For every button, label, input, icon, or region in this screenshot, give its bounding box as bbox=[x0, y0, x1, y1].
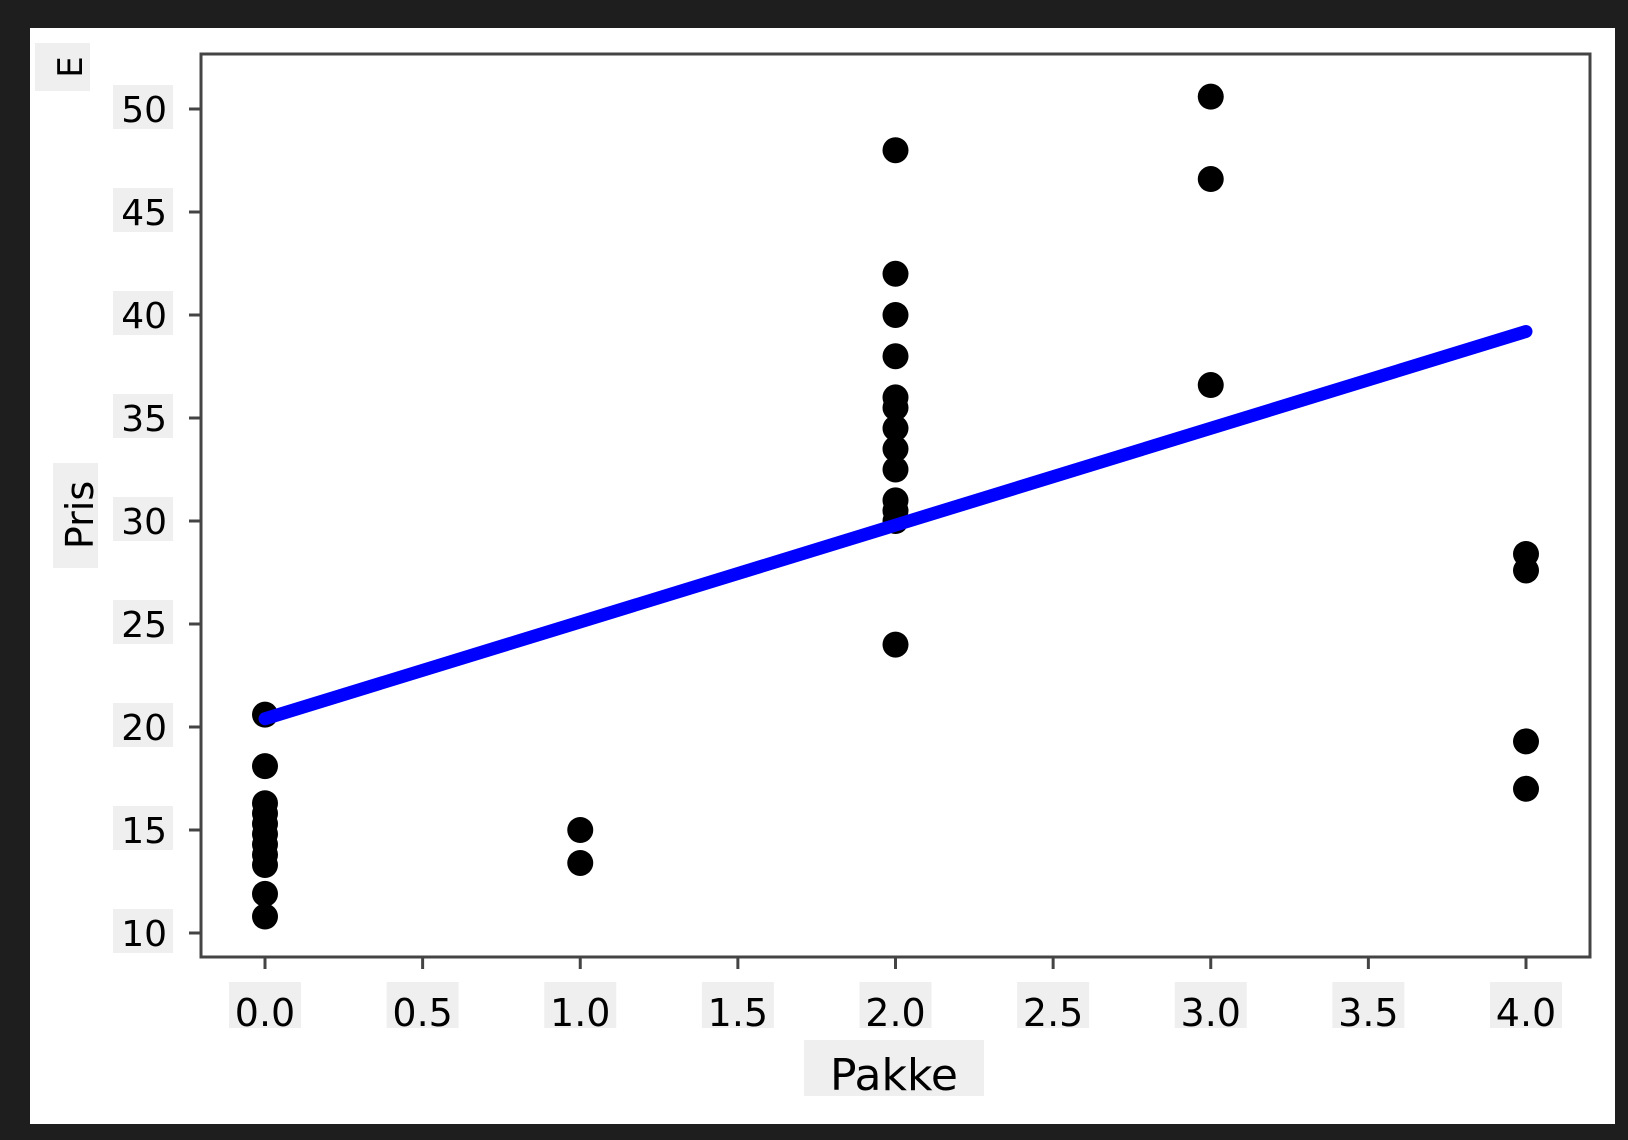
y-tick-label-bg bbox=[113, 497, 173, 541]
data-point bbox=[252, 880, 278, 907]
data-point bbox=[1197, 166, 1224, 193]
data-point bbox=[882, 137, 909, 164]
data-point bbox=[1197, 372, 1224, 399]
x-tick-label-bg bbox=[701, 982, 774, 1028]
y-tick-label: 50 bbox=[121, 90, 167, 131]
data-point bbox=[252, 903, 278, 930]
x-tick-label: 2.5 bbox=[1023, 991, 1083, 1035]
y-tick-label: 40 bbox=[121, 296, 167, 337]
y-tick-label-bg bbox=[113, 394, 173, 438]
plot-frame bbox=[199, 52, 1592, 959]
data-point bbox=[882, 631, 909, 658]
y-tick-label-bg bbox=[113, 703, 173, 747]
y-tick-label-bg bbox=[113, 909, 173, 953]
data-point bbox=[882, 260, 909, 287]
y-tick-label: 35 bbox=[121, 399, 167, 440]
data-point bbox=[882, 415, 909, 442]
data-point bbox=[567, 817, 594, 843]
x-tick-label-bg bbox=[229, 982, 301, 1028]
data-point bbox=[882, 394, 909, 421]
x-tick-label-bg bbox=[859, 982, 932, 1028]
figure-background bbox=[30, 28, 1615, 1124]
x-tick-label: 1.0 bbox=[550, 991, 610, 1035]
x-tick-label: 3.5 bbox=[1338, 991, 1398, 1035]
x-tick-label: 0.5 bbox=[392, 991, 452, 1035]
data-point bbox=[1197, 83, 1224, 110]
y-tick-label-bg bbox=[113, 85, 173, 129]
data-point bbox=[882, 343, 909, 370]
x-tick-label: 3.0 bbox=[1181, 991, 1241, 1035]
x-axis-label-bg bbox=[804, 1040, 984, 1096]
x-tick-label-bg bbox=[386, 982, 459, 1028]
x-tick-label-bg bbox=[1017, 982, 1090, 1028]
y-tick-label: 15 bbox=[121, 811, 167, 852]
data-point bbox=[1513, 728, 1539, 755]
y-tick-label: 20 bbox=[121, 708, 167, 749]
y-tick-label-bg bbox=[113, 291, 173, 335]
corner-label: E bbox=[51, 56, 91, 77]
data-point bbox=[1513, 557, 1539, 584]
y-axis-label: Pris bbox=[58, 481, 102, 549]
x-tick-label-bg bbox=[544, 982, 617, 1028]
y-tick-label: 45 bbox=[121, 193, 167, 234]
y-tick-label: 25 bbox=[121, 605, 167, 646]
x-tick-label: 0.0 bbox=[235, 991, 295, 1035]
data-point bbox=[252, 753, 278, 780]
y-tick-label-bg bbox=[113, 806, 173, 850]
corner-label-bg bbox=[35, 43, 90, 91]
data-point bbox=[252, 852, 278, 879]
data-point bbox=[882, 435, 909, 462]
x-axis-label: Pakke bbox=[830, 1050, 958, 1101]
y-tick-label-bg bbox=[113, 600, 173, 644]
x-tick-label: 1.5 bbox=[708, 991, 768, 1035]
regression-line bbox=[258, 324, 1533, 726]
y-axis-label-bg bbox=[53, 463, 98, 568]
x-tick-label-bg bbox=[1332, 982, 1405, 1028]
y-tick-label-bg bbox=[113, 188, 173, 232]
x-tick-label-bg bbox=[1490, 982, 1562, 1028]
x-tick-label-bg bbox=[1174, 982, 1247, 1028]
x-tick-label: 4.0 bbox=[1496, 991, 1556, 1035]
y-tick-label: 30 bbox=[121, 502, 167, 543]
data-point bbox=[1513, 775, 1539, 802]
x-tick-label: 2.0 bbox=[865, 991, 925, 1035]
y-tick-label: 10 bbox=[121, 914, 167, 955]
data-point bbox=[567, 849, 594, 876]
data-point bbox=[882, 456, 909, 483]
data-point bbox=[882, 302, 909, 328]
